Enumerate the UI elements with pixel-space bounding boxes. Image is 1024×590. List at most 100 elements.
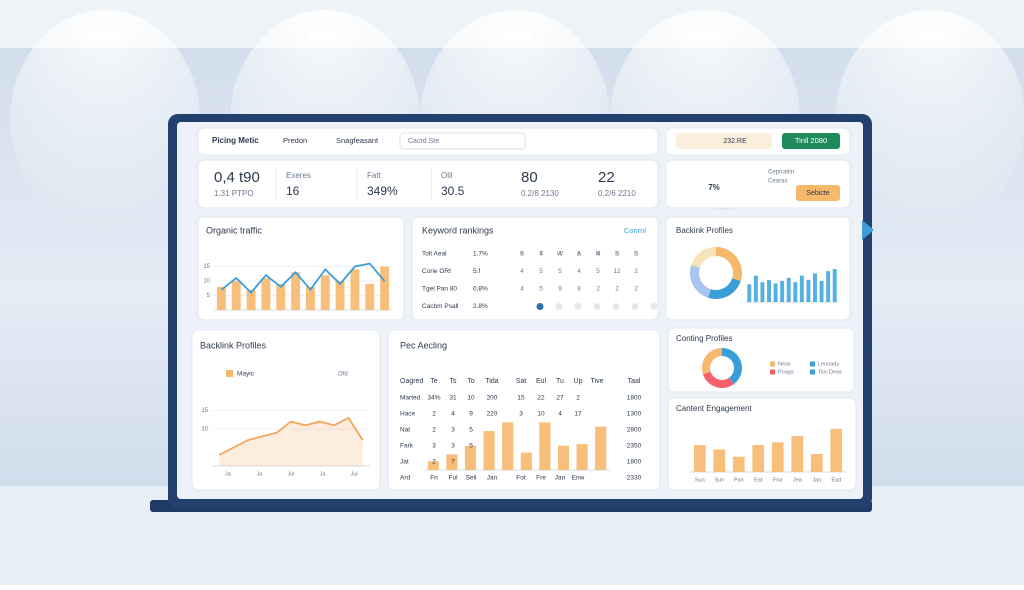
bar — [557, 445, 570, 470]
cell: 5 — [539, 286, 543, 293]
column-header: S — [520, 251, 525, 258]
y-tick-label: 10 — [201, 427, 208, 433]
button[interactable] — [796, 185, 840, 201]
cell: 4 — [558, 251, 562, 258]
bar — [320, 275, 330, 310]
legend-swatch — [810, 361, 815, 367]
cell: 7 — [451, 459, 455, 466]
donut-segment — [702, 371, 734, 388]
cell: 8 — [577, 286, 581, 293]
kpi-value: 22 — [598, 169, 615, 186]
row-share: 1.7% — [473, 251, 488, 258]
cell: 5 — [634, 251, 638, 258]
column-header: T — [539, 251, 543, 258]
menu[interactable]: Snagfeasant — [336, 136, 379, 145]
kpi-label: Fatt — [367, 171, 382, 180]
x-tick-label: Jan — [812, 477, 821, 483]
legend-swatch — [810, 369, 815, 375]
donut-segment — [702, 348, 722, 375]
dot — [650, 303, 658, 310]
bar — [753, 275, 758, 302]
cell: 6 — [577, 251, 581, 258]
button[interactable] — [782, 133, 840, 149]
row-label: Tgel Pan 80 — [422, 286, 457, 293]
column-header: To — [467, 378, 475, 385]
label: 232.RE — [723, 138, 747, 145]
row-label: Fark — [400, 443, 414, 450]
x-tick-label: Ja — [256, 471, 263, 477]
bar — [791, 436, 804, 472]
panel — [197, 159, 659, 209]
cell: 10 — [537, 411, 545, 418]
kpi-value: 0,4 t90 — [214, 169, 260, 186]
column-header: Sat — [516, 378, 527, 385]
row-total: 2330 — [627, 475, 642, 482]
bar — [713, 449, 726, 472]
column-header: Tu — [556, 378, 564, 385]
legend-label: Mayic — [237, 371, 255, 378]
bar — [539, 422, 551, 470]
cell: Enw — [572, 475, 585, 482]
cell: 17 — [574, 411, 582, 418]
legend-label: Lenoady — [818, 361, 839, 367]
kpi-value: 80 — [521, 169, 538, 186]
donut-segment — [690, 264, 711, 298]
cell: Seil — [466, 475, 477, 482]
legend-label: Poags — [778, 369, 794, 375]
x-tick-label: Jul — [351, 471, 358, 477]
panel — [667, 327, 855, 393]
panel — [387, 329, 661, 491]
panel-title: Keyword rankings — [422, 225, 494, 235]
cell: Ful — [448, 475, 458, 482]
button-label[interactable]: Tinll 2080 — [795, 136, 827, 145]
bar — [771, 442, 784, 472]
cell: 12 — [613, 268, 621, 275]
bar — [832, 269, 837, 302]
cell: 34% — [427, 395, 440, 402]
legend-swatch — [226, 370, 233, 377]
button-label[interactable]: Sebicte — [806, 190, 829, 197]
label: Ceprratiin — [768, 170, 794, 176]
panel-title: Organic traffic — [206, 225, 262, 235]
bar — [767, 280, 771, 302]
link[interactable]: Conrnl — [624, 226, 646, 235]
cell: 2 — [432, 411, 436, 418]
cell: 4 — [520, 268, 524, 275]
label: Picing Metic — [212, 136, 259, 145]
line — [220, 262, 386, 294]
cell: 5 — [539, 268, 543, 275]
row-total: 2350 — [627, 443, 642, 450]
cell: 3 — [519, 411, 523, 418]
cell: 4 — [520, 286, 524, 293]
bar — [520, 452, 532, 470]
cell: 3 — [451, 443, 455, 450]
dot — [555, 303, 563, 310]
cell: 10 — [467, 395, 475, 402]
column-header: Ts — [450, 378, 458, 385]
legend-swatch — [770, 369, 775, 375]
cell: 5 — [469, 443, 473, 450]
x-tick-label: Ead — [831, 477, 841, 483]
bar — [752, 445, 765, 472]
bar — [276, 283, 286, 310]
line — [218, 416, 364, 456]
cell: 3 — [432, 443, 436, 450]
y-tick-label: 10 — [203, 279, 210, 285]
row-label: Cacbm Psall — [422, 303, 459, 310]
cell: 6 — [520, 251, 524, 258]
panel-title: Pec Aecling — [400, 340, 447, 350]
x-tick-label: Pan — [734, 477, 744, 483]
bar — [576, 444, 588, 470]
bar — [813, 273, 817, 302]
column-header: Up — [574, 378, 583, 385]
search-box[interactable] — [399, 132, 526, 150]
menu[interactable]: Predon — [283, 136, 307, 145]
bar — [799, 275, 804, 302]
column-header: Tive — [591, 378, 604, 385]
kpi-label: Exeres — [286, 171, 311, 180]
y-tick-label: 5 — [207, 293, 211, 299]
row-label: Hace — [400, 411, 416, 418]
panel — [411, 216, 659, 321]
donut-segment — [691, 247, 716, 268]
